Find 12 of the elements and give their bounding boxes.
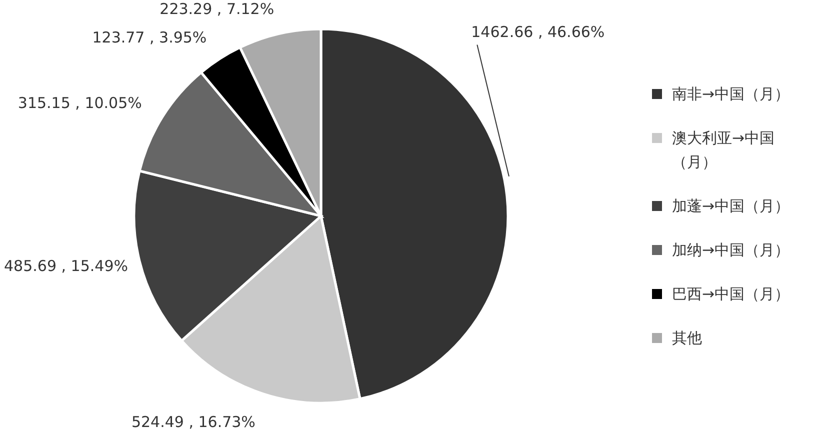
legend-label: 其他 [672,328,702,349]
legend-label: 巴西→中国（月） [672,284,790,305]
data-label: 223.29 , 7.12% [160,0,274,18]
data-label: 123.77 , 3.95% [92,28,207,46]
data-label: 485.69 , 15.49% [4,256,128,275]
legend-label: 加纳→中国（月） [672,240,790,261]
legend-label: 南非→中国（月） [672,84,790,105]
data-label: 315.15 , 10.05% [18,94,142,112]
data-label: 524.49 , 16.73% [131,412,256,431]
legend-label: 澳大利亚→中国（月） [672,128,776,173]
data-label: 1462.66 , 46.66% [471,22,605,41]
legend-label: 加蓬→中国（月） [672,196,790,217]
